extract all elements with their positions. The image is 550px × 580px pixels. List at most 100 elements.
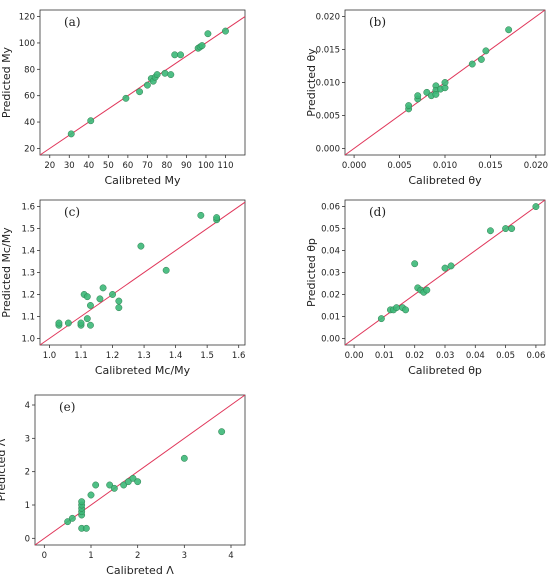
chart-a-x-tick-label: 40 xyxy=(83,161,94,171)
chart-d-point xyxy=(447,262,455,270)
chart-e-point xyxy=(78,498,86,506)
chart-d-point xyxy=(441,264,449,272)
chart-a-x-tick-label: 70 xyxy=(142,161,153,171)
chart-c-x-tick-label: 1.3 xyxy=(137,351,151,361)
chart-b-x-tick-label: 0.010 xyxy=(433,161,457,171)
chart-d-x-axis-title: Calibreted θp xyxy=(408,364,482,377)
chart-d-y-tick-label: 0.01 xyxy=(321,312,340,322)
chart-b-y-tick-label: 0.000 xyxy=(316,144,340,154)
chart-e-x-tick-label: 3 xyxy=(182,551,187,561)
chart-c-x-tick-label: 1.4 xyxy=(169,351,183,361)
chart-c-point xyxy=(96,295,104,303)
chart-d-point xyxy=(502,225,510,233)
chart-c-point xyxy=(87,321,94,329)
chart-c-y-tick-label: 1.2 xyxy=(21,290,35,300)
chart-c-y-tick-label: 1.5 xyxy=(21,225,35,235)
chart-d-y-tick-label: 0.06 xyxy=(321,203,340,213)
chart-e-point xyxy=(218,428,226,436)
chart-c-x-tick-label: 1.1 xyxy=(74,351,88,361)
chart-a-x-tick-label: 30 xyxy=(64,161,75,171)
chart-d-point xyxy=(508,225,516,233)
chart-c-point xyxy=(99,284,107,292)
chart-e-point xyxy=(129,474,137,482)
chart-b-group: 0.000 0.005 0.010 0.015 0.020 0.000 0.005 0.010… xyxy=(305,9,548,187)
chart-a-point xyxy=(87,117,95,125)
chart-d-y-tick-label: 0.04 xyxy=(321,247,340,257)
chart-b-point xyxy=(505,26,513,34)
chart-d-y-tick-label: 0.03 xyxy=(321,269,340,279)
chart-d-x-tick-label: 0.06 xyxy=(526,351,545,361)
chart-d-point xyxy=(393,304,400,312)
chart-a-x-tick-label: 50 xyxy=(103,161,114,171)
chart-a-y-axis-title: Predicted My xyxy=(0,46,13,118)
chart-d-x-tick-label: 0.04 xyxy=(466,351,485,361)
chart-b-point xyxy=(432,90,440,98)
chart-e-y-tick-label: 0 xyxy=(25,534,30,544)
chart-a-x-tick-label: 110 xyxy=(217,161,233,171)
chart-d-point xyxy=(402,306,410,314)
chart-b-y-axis-title: Predicted θy xyxy=(305,48,318,117)
chart-c-x-tick-label: 1.6 xyxy=(232,351,246,361)
chart-d-point xyxy=(423,286,431,294)
chart-c-x-tick-label: 1.5 xyxy=(200,351,214,361)
chart-b-x-axis-title: Calibreted θy xyxy=(408,174,482,187)
chart-b-x-tick-label: 0.000 xyxy=(342,161,366,171)
chart-d-point xyxy=(377,315,385,323)
chart-e-point xyxy=(64,518,72,526)
chart-b-y-tick-label: 0.020 xyxy=(316,13,340,23)
chart-c-point xyxy=(87,302,94,309)
chart-d-point xyxy=(487,227,494,235)
chart-c-point xyxy=(162,266,170,274)
chart-a-x-tick-label: 100 xyxy=(198,161,214,171)
chart-e-point xyxy=(87,491,95,499)
chart-a-y-tick-label: 40 xyxy=(24,118,35,128)
chart-b-panel-label: (b) xyxy=(369,15,386,29)
chart-a-point xyxy=(161,69,169,77)
chart-c-y-tick-label: 1.6 xyxy=(21,203,35,213)
chart-c-point xyxy=(77,319,85,327)
chart-a-x-tick-label: 80 xyxy=(161,161,172,171)
chart-e-point xyxy=(120,481,128,489)
chart-a-point xyxy=(67,130,75,138)
chart-c-y-tick-label: 1.0 xyxy=(21,334,35,344)
chart-c-point xyxy=(64,319,72,327)
chart-d-reference-line xyxy=(344,199,546,346)
chart-d-y-tick-label: 0.05 xyxy=(321,225,340,235)
chart-d-point xyxy=(411,260,419,268)
chart-e-y-tick-label: 2 xyxy=(25,468,30,478)
chart-e-panel-label: (e) xyxy=(59,400,75,414)
chart-c-x-tick-label: 1.0 xyxy=(43,351,57,361)
chart-c-point xyxy=(115,297,123,305)
chart-e-point xyxy=(124,478,132,486)
chart-c-point xyxy=(83,315,91,323)
chart-a-reference-line xyxy=(39,16,246,156)
chart-e-y-tick-label: 1 xyxy=(25,501,30,511)
chart-a-point xyxy=(136,88,144,96)
chart-a-point xyxy=(167,71,175,79)
chart-d-y-tick-label: 0.02 xyxy=(321,290,340,300)
chart-c-point xyxy=(83,293,91,301)
chart-c-point xyxy=(137,242,145,250)
chart-a-point xyxy=(153,71,161,79)
chart-d-x-tick-label: 0.05 xyxy=(496,351,515,361)
chart-b-x-tick-label: 0.005 xyxy=(387,161,411,171)
chart-d-x-tick-label: 0.00 xyxy=(345,351,364,361)
chart-a-y-tick-label: 20 xyxy=(24,144,35,154)
chart-e-point xyxy=(110,484,118,492)
chart-a-x-tick-label: 90 xyxy=(181,161,192,171)
chart-b-point xyxy=(477,55,485,63)
chart-e-x-tick-label: 0 xyxy=(42,551,47,561)
chart-c-point xyxy=(55,319,63,327)
chart-d-panel-label: (d) xyxy=(369,205,386,219)
chart-a-point xyxy=(222,27,229,35)
chart-c-y-tick-label: 1.1 xyxy=(21,312,35,322)
chart-e-x-tick-label: 4 xyxy=(228,551,233,561)
chart-d-x-tick-label: 0.02 xyxy=(405,351,424,361)
chart-d-group: 0.00 0.01 0.02 0.03 0.04 0.05 0.06 0.00 0.01 0.02… xyxy=(305,199,546,377)
chart-c-point xyxy=(109,291,116,298)
chart-d-x-tick-label: 0.01 xyxy=(375,351,394,361)
chart-c-point xyxy=(115,304,123,312)
